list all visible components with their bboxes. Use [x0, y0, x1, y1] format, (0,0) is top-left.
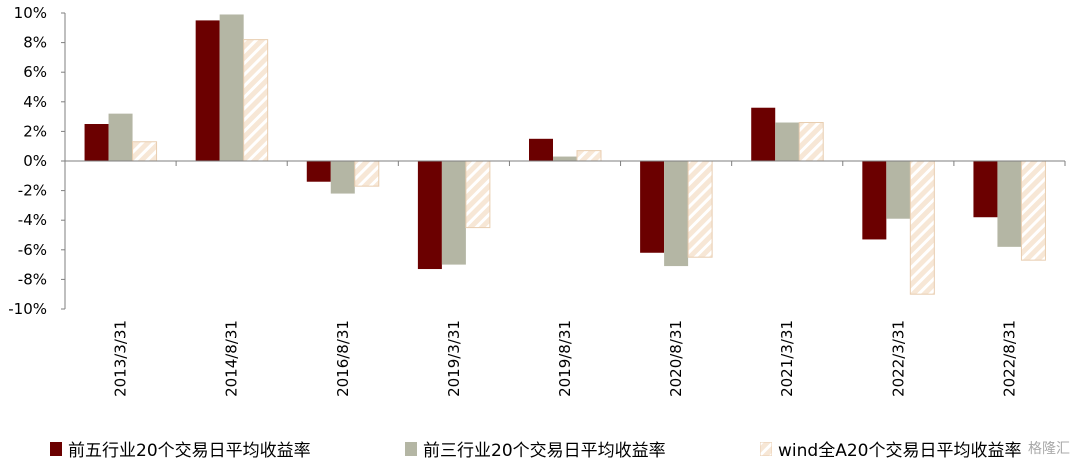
x-tick-label: 2014/8/31	[223, 320, 241, 397]
bar-3-3	[354, 160, 380, 187]
bar-3-5	[576, 150, 602, 162]
bar-3-8	[909, 160, 935, 295]
bar-2-6	[664, 161, 689, 267]
x-tick-label: 2020/8/31	[667, 320, 685, 397]
x-tick-label: 2019/3/31	[445, 320, 463, 397]
legend-item-series-3: wind全A20个交易日平均收益率	[760, 436, 1021, 461]
legend-swatch-series-1	[50, 441, 62, 456]
bar-1-6	[640, 161, 665, 253]
y-tick-label: -10%	[8, 300, 47, 318]
bar-1-7	[751, 107, 776, 161]
x-tick-label: 2019/8/31	[556, 320, 574, 397]
bar-1-8	[862, 161, 887, 240]
x-tick-label: 2013/3/31	[112, 320, 130, 397]
bar-2-3	[330, 161, 355, 194]
bar-3-1	[132, 141, 158, 162]
legend-item-series-1: 前五行业20个交易日平均收益率	[50, 436, 311, 461]
x-tick-label: 2021/3/31	[778, 320, 796, 397]
bar-2-5	[553, 156, 577, 161]
bar-1-1	[84, 124, 109, 161]
legend-item-series-2: 前三行业20个交易日平均收益率	[405, 436, 666, 461]
y-tick-label: 10%	[14, 4, 47, 22]
watermark: 格隆汇	[1028, 441, 1070, 457]
bar-2-8	[886, 161, 911, 219]
legend-label-series-3: wind全A20个交易日平均收益率	[778, 441, 1022, 461]
y-tick-label: 2%	[23, 122, 47, 140]
bar-1-5	[529, 138, 553, 161]
bar-1-2	[195, 20, 220, 162]
y-tick-label: 0%	[23, 152, 47, 170]
bar-2-9	[997, 161, 1022, 247]
bar-2-4	[441, 161, 466, 265]
bar-1-9	[973, 161, 998, 218]
legend: 前五行业20个交易日平均收益率 前三行业20个交易日平均收益率 wind全A20…	[0, 436, 1080, 464]
y-tick-label: 8%	[23, 34, 47, 52]
bar-2-7	[775, 122, 800, 161]
x-tick-label: 2022/3/31	[889, 320, 907, 397]
bar-3-6	[687, 160, 713, 258]
bar-3-7	[798, 122, 824, 162]
legend-label-series-1: 前五行业20个交易日平均收益率	[68, 441, 311, 461]
bar-3-9	[1020, 160, 1046, 261]
legend-label-series-2: 前三行业20个交易日平均收益率	[423, 441, 666, 461]
bar-1-4	[417, 161, 442, 270]
x-tick-label: 2016/8/31	[334, 320, 352, 397]
bar-1-3	[306, 161, 331, 182]
bar-2-2	[219, 14, 244, 162]
bar-3-4	[465, 160, 491, 229]
y-tick-label: -8%	[18, 270, 47, 288]
y-tick-label: -6%	[18, 241, 47, 259]
bar-3-2	[243, 39, 269, 162]
y-tick-label: 4%	[23, 93, 47, 111]
legend-swatch-series-3	[760, 441, 772, 456]
y-tick-label: -2%	[18, 182, 47, 200]
bar-2-1	[108, 113, 133, 161]
x-tick-label: 2022/8/31	[1000, 320, 1018, 397]
legend-swatch-series-2	[405, 441, 417, 456]
y-tick-label: 6%	[23, 63, 47, 81]
y-tick-label: -4%	[18, 211, 47, 229]
